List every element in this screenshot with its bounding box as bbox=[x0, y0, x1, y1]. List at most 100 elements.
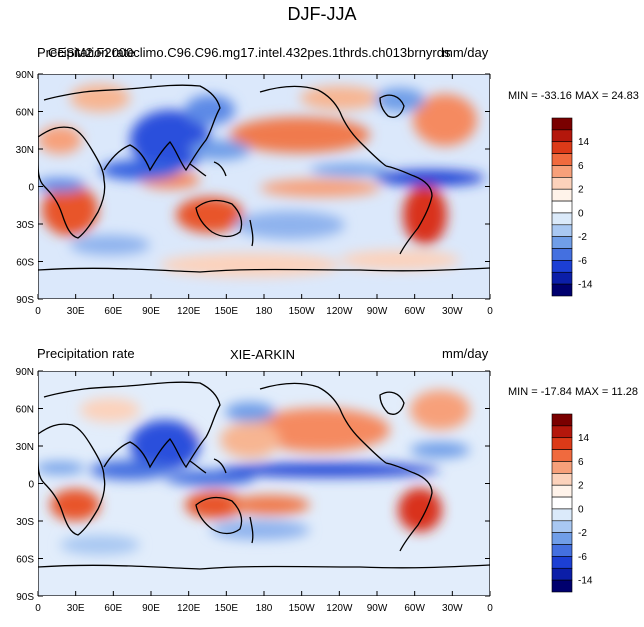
panel2-lon-label: 150W bbox=[289, 603, 316, 614]
panel1-lat-label: 60N bbox=[16, 108, 34, 119]
panel2-center-label: XIE-ARKIN bbox=[230, 347, 296, 362]
panel1-colorbar-box bbox=[551, 283, 573, 297]
panel2-right-label: mm/day bbox=[442, 346, 489, 361]
panel1-colorbar-label: 0 bbox=[578, 208, 584, 219]
panel2-colorbar-box bbox=[551, 544, 573, 557]
panel1-lon-label: 60W bbox=[404, 306, 425, 317]
panel2-lon-label: 0 bbox=[487, 603, 493, 614]
panel2-lat-label: 60S bbox=[16, 555, 34, 566]
panel1-right-label: mm/day bbox=[442, 45, 489, 60]
panel2-colorbar-box bbox=[551, 532, 573, 545]
panel2-colorbar-label: -6 bbox=[578, 552, 587, 563]
panel2-colorbar-box bbox=[551, 484, 573, 498]
panel2-colorbar-box bbox=[551, 567, 573, 581]
panel2-colorbar-box bbox=[551, 556, 573, 569]
panel2-lat-label: 0 bbox=[28, 480, 34, 491]
panel1-coastlines bbox=[38, 84, 490, 273]
panel1-lon-label: 90W bbox=[367, 306, 388, 317]
panel1-field bbox=[38, 84, 485, 277]
panel1-colorbar-box bbox=[551, 224, 573, 237]
panel2-colorbar-box bbox=[551, 437, 573, 450]
panel2-colorbar-label: 0 bbox=[578, 504, 584, 515]
panel2-lon-label: 30E bbox=[67, 603, 85, 614]
panel2-left-label: Precipitation rate bbox=[37, 346, 135, 361]
panel2-lon-label: 120E bbox=[177, 603, 201, 614]
figure-title: DJF-JJA bbox=[287, 4, 357, 24]
panel1-lat-label: 90N bbox=[16, 70, 34, 81]
panel1-lon-label: 120W bbox=[326, 306, 353, 317]
panel1-lat-label: 60S bbox=[16, 258, 34, 269]
panel1-lon-label: 90E bbox=[142, 306, 160, 317]
panel1-colorbar-label: -6 bbox=[578, 256, 587, 267]
panel1-lon-label: 150W bbox=[289, 306, 316, 317]
panel2-colorbar-box bbox=[551, 461, 573, 474]
panel1-colorbar-label: -14 bbox=[578, 280, 593, 291]
panel1-lon-label: 0 bbox=[487, 306, 493, 317]
panel2-colorbar-box bbox=[551, 508, 573, 522]
panel2-lon-label: 90W bbox=[367, 603, 388, 614]
panel1-colorbar-box bbox=[551, 212, 573, 226]
panel2-lon-label: 150E bbox=[215, 603, 239, 614]
panel1-lon-label: 30W bbox=[442, 306, 463, 317]
panel2-colorbar: 14 6 2 0 -2 -6 -14 bbox=[551, 413, 593, 593]
panel1-colorbar-box bbox=[551, 248, 573, 261]
panel2-colorbar-label: -14 bbox=[578, 576, 593, 587]
panel2-lon-label: 90E bbox=[142, 603, 160, 614]
panel2-colorbar-box bbox=[551, 520, 573, 533]
panel1-lon-label: 150E bbox=[215, 306, 239, 317]
panel2-lon-label: 120W bbox=[326, 603, 353, 614]
panel2-colorbar-box bbox=[551, 449, 573, 462]
panel2-colorbar-box bbox=[551, 579, 573, 593]
panel2-lon-label: 0 bbox=[35, 603, 41, 614]
panel1-lon-label: 60E bbox=[104, 306, 122, 317]
panel1-colorbar-label: 14 bbox=[578, 137, 590, 148]
panel1-minmax: MIN = -33.16 MAX = 24.83 bbox=[508, 90, 639, 102]
panel1-lon-label: 120E bbox=[177, 306, 201, 317]
panel2-lon-label: 60W bbox=[404, 603, 425, 614]
panel1-lat-label: 30S bbox=[16, 220, 34, 231]
panel1-colorbar: 14 6 2 0 -2 -6 -14 bbox=[551, 117, 593, 297]
panel1-colorbar-box bbox=[551, 177, 573, 190]
panel2-colorbar-label: -2 bbox=[578, 528, 587, 539]
panel1-colorbar-box bbox=[551, 200, 573, 214]
panel2-lat-label: 60N bbox=[16, 405, 34, 416]
panel2-colorbar-label: 6 bbox=[578, 457, 584, 468]
panel2-lon-label: 30W bbox=[442, 603, 463, 614]
panel1-colorbar-box bbox=[551, 117, 573, 131]
panel1-lon-label: 0 bbox=[35, 306, 41, 317]
panel2-field bbox=[38, 390, 470, 555]
panel2-lat-label: 30N bbox=[16, 442, 34, 453]
panel2-minmax: MIN = -17.84 MAX = 11.28 bbox=[508, 386, 639, 398]
panel1-lat-label: 30N bbox=[16, 145, 34, 156]
panel2-colorbar-label: 2 bbox=[578, 481, 584, 492]
panel1-center-label: CESM2.F2000climo.C96.C96.mg17.intel.432p… bbox=[48, 45, 451, 60]
panel1-colorbar-label: -2 bbox=[578, 232, 587, 243]
panel1-colorbar-box bbox=[551, 260, 573, 273]
panel1-colorbar-label: 2 bbox=[578, 185, 584, 196]
panel2-colorbar-box bbox=[551, 473, 573, 486]
panel1-colorbar-box bbox=[551, 165, 573, 178]
panel2-lon-label: 180 bbox=[256, 603, 273, 614]
panel1-lat-label: 0 bbox=[28, 183, 34, 194]
panel1-map bbox=[38, 74, 490, 299]
panel2-lat-label: 90S bbox=[16, 592, 34, 603]
panel2-colorbar-label: 14 bbox=[578, 433, 590, 444]
panel1-colorbar-box bbox=[551, 129, 573, 143]
panel1-lat-label: 90S bbox=[16, 295, 34, 306]
panel1-colorbar-box bbox=[551, 153, 573, 166]
panel2-colorbar-box bbox=[551, 413, 573, 427]
panel1-left-label: Precipitation rate bbox=[37, 45, 135, 60]
panel2-colorbar-box bbox=[551, 496, 573, 510]
panel2-lon-label: 60E bbox=[104, 603, 122, 614]
panel1-lon-label: 30E bbox=[67, 306, 85, 317]
panel1-colorbar-box bbox=[551, 188, 573, 202]
panel2-lat-label: 90N bbox=[16, 367, 34, 378]
panel1-colorbar-box bbox=[551, 141, 573, 154]
panel1-lon-label: 180 bbox=[256, 306, 273, 317]
panel1-colorbar-label: 6 bbox=[578, 161, 584, 172]
panel2-coastlines bbox=[38, 381, 490, 570]
panel2-colorbar-box bbox=[551, 425, 573, 439]
panel1-colorbar-box bbox=[551, 236, 573, 249]
